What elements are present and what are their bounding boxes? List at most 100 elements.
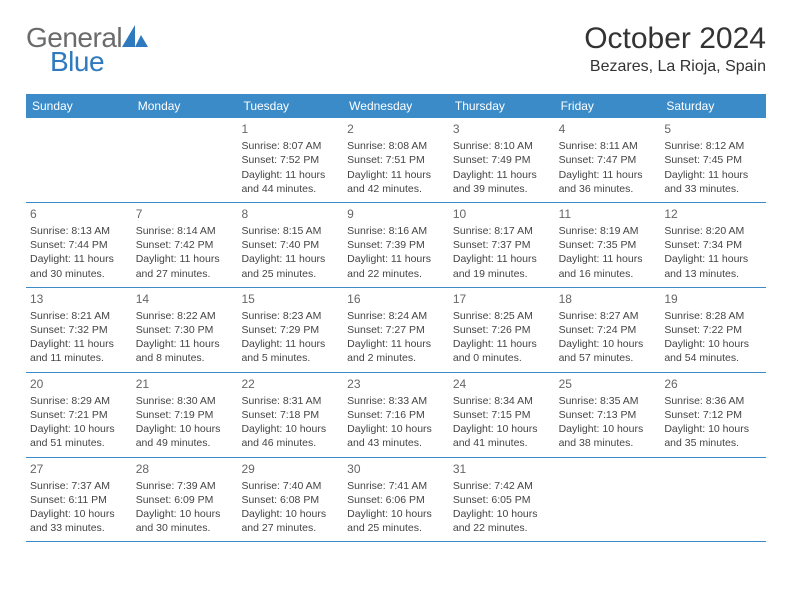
day-sunset: Sunset: 7:44 PM [30, 238, 128, 252]
day-sunset: Sunset: 7:45 PM [664, 153, 762, 167]
day-cell: 24Sunrise: 8:34 AMSunset: 7:15 PMDayligh… [449, 373, 555, 457]
day-daylight: Daylight: 11 hours and 44 minutes. [241, 168, 339, 196]
day-daylight: Daylight: 11 hours and 22 minutes. [347, 252, 445, 280]
day-daylight: Daylight: 10 hours and 22 minutes. [453, 507, 551, 535]
header: General Blue October 2024 Bezares, La Ri… [26, 22, 766, 78]
day-sunrise: Sunrise: 8:25 AM [453, 309, 551, 323]
day-number: 12 [664, 206, 762, 222]
day-cell: 10Sunrise: 8:17 AMSunset: 7:37 PMDayligh… [449, 203, 555, 287]
day-sunrise: Sunrise: 8:08 AM [347, 139, 445, 153]
day-sunset: Sunset: 7:52 PM [241, 153, 339, 167]
day-daylight: Daylight: 11 hours and 2 minutes. [347, 337, 445, 365]
day-daylight: Daylight: 11 hours and 13 minutes. [664, 252, 762, 280]
week-row: 13Sunrise: 8:21 AMSunset: 7:32 PMDayligh… [26, 288, 766, 373]
day-cell [132, 118, 238, 202]
day-sunrise: Sunrise: 8:30 AM [136, 394, 234, 408]
day-number: 29 [241, 461, 339, 477]
location: Bezares, La Rioja, Spain [584, 58, 766, 76]
day-number: 5 [664, 121, 762, 137]
day-header-sunday: Sunday [26, 94, 132, 118]
day-cell: 12Sunrise: 8:20 AMSunset: 7:34 PMDayligh… [660, 203, 766, 287]
day-sunset: Sunset: 7:27 PM [347, 323, 445, 337]
day-sunrise: Sunrise: 8:16 AM [347, 224, 445, 238]
day-daylight: Daylight: 11 hours and 33 minutes. [664, 168, 762, 196]
week-row: 20Sunrise: 8:29 AMSunset: 7:21 PMDayligh… [26, 373, 766, 458]
day-daylight: Daylight: 11 hours and 8 minutes. [136, 337, 234, 365]
day-daylight: Daylight: 10 hours and 27 minutes. [241, 507, 339, 535]
day-daylight: Daylight: 11 hours and 16 minutes. [559, 252, 657, 280]
day-cell: 21Sunrise: 8:30 AMSunset: 7:19 PMDayligh… [132, 373, 238, 457]
day-sunset: Sunset: 7:42 PM [136, 238, 234, 252]
day-sunrise: Sunrise: 8:33 AM [347, 394, 445, 408]
day-sunrise: Sunrise: 8:29 AM [30, 394, 128, 408]
day-number: 7 [136, 206, 234, 222]
day-sunrise: Sunrise: 8:20 AM [664, 224, 762, 238]
day-number: 11 [559, 206, 657, 222]
day-daylight: Daylight: 10 hours and 35 minutes. [664, 422, 762, 450]
day-cell: 19Sunrise: 8:28 AMSunset: 7:22 PMDayligh… [660, 288, 766, 372]
day-sunrise: Sunrise: 8:10 AM [453, 139, 551, 153]
day-cell: 13Sunrise: 8:21 AMSunset: 7:32 PMDayligh… [26, 288, 132, 372]
day-sunrise: Sunrise: 7:42 AM [453, 479, 551, 493]
day-number: 9 [347, 206, 445, 222]
day-cell [555, 458, 661, 542]
day-sunrise: Sunrise: 8:31 AM [241, 394, 339, 408]
day-sunset: Sunset: 7:24 PM [559, 323, 657, 337]
brand-triangle-icon [122, 25, 148, 47]
day-number: 23 [347, 376, 445, 392]
day-daylight: Daylight: 10 hours and 46 minutes. [241, 422, 339, 450]
day-header-tuesday: Tuesday [237, 94, 343, 118]
day-number: 3 [453, 121, 551, 137]
day-sunrise: Sunrise: 7:37 AM [30, 479, 128, 493]
day-number: 30 [347, 461, 445, 477]
day-number: 6 [30, 206, 128, 222]
day-headers-row: Sunday Monday Tuesday Wednesday Thursday… [26, 94, 766, 118]
day-number: 25 [559, 376, 657, 392]
day-cell: 31Sunrise: 7:42 AMSunset: 6:05 PMDayligh… [449, 458, 555, 542]
day-cell: 17Sunrise: 8:25 AMSunset: 7:26 PMDayligh… [449, 288, 555, 372]
day-sunrise: Sunrise: 8:15 AM [241, 224, 339, 238]
day-daylight: Daylight: 10 hours and 38 minutes. [559, 422, 657, 450]
day-sunset: Sunset: 7:39 PM [347, 238, 445, 252]
day-sunset: Sunset: 7:16 PM [347, 408, 445, 422]
day-sunrise: Sunrise: 7:39 AM [136, 479, 234, 493]
day-cell: 1Sunrise: 8:07 AMSunset: 7:52 PMDaylight… [237, 118, 343, 202]
day-sunset: Sunset: 6:05 PM [453, 493, 551, 507]
day-number: 22 [241, 376, 339, 392]
day-cell: 23Sunrise: 8:33 AMSunset: 7:16 PMDayligh… [343, 373, 449, 457]
day-number: 2 [347, 121, 445, 137]
day-daylight: Daylight: 11 hours and 0 minutes. [453, 337, 551, 365]
day-daylight: Daylight: 11 hours and 39 minutes. [453, 168, 551, 196]
day-sunset: Sunset: 7:49 PM [453, 153, 551, 167]
day-sunrise: Sunrise: 8:22 AM [136, 309, 234, 323]
day-cell: 11Sunrise: 8:19 AMSunset: 7:35 PMDayligh… [555, 203, 661, 287]
day-number: 24 [453, 376, 551, 392]
day-sunset: Sunset: 7:18 PM [241, 408, 339, 422]
day-sunset: Sunset: 7:37 PM [453, 238, 551, 252]
day-sunrise: Sunrise: 8:12 AM [664, 139, 762, 153]
day-sunrise: Sunrise: 8:13 AM [30, 224, 128, 238]
day-sunset: Sunset: 7:19 PM [136, 408, 234, 422]
day-cell [26, 118, 132, 202]
brand-name-blue: Blue [50, 46, 148, 78]
day-sunset: Sunset: 6:09 PM [136, 493, 234, 507]
day-sunset: Sunset: 7:29 PM [241, 323, 339, 337]
day-cell: 28Sunrise: 7:39 AMSunset: 6:09 PMDayligh… [132, 458, 238, 542]
day-sunrise: Sunrise: 8:28 AM [664, 309, 762, 323]
day-cell: 15Sunrise: 8:23 AMSunset: 7:29 PMDayligh… [237, 288, 343, 372]
day-sunrise: Sunrise: 8:34 AM [453, 394, 551, 408]
day-daylight: Daylight: 10 hours and 41 minutes. [453, 422, 551, 450]
week-row: 1Sunrise: 8:07 AMSunset: 7:52 PMDaylight… [26, 118, 766, 203]
day-sunrise: Sunrise: 8:19 AM [559, 224, 657, 238]
day-header-thursday: Thursday [449, 94, 555, 118]
day-number: 15 [241, 291, 339, 307]
day-number: 20 [30, 376, 128, 392]
day-cell: 5 Sunrise: 8:12 AMSunset: 7:45 PMDaylight… [660, 118, 766, 202]
day-sunrise: Sunrise: 8:11 AM [559, 139, 657, 153]
day-sunrise: Sunrise: 7:40 AM [241, 479, 339, 493]
day-cell: 18Sunrise: 8:27 AMSunset: 7:24 PMDayligh… [555, 288, 661, 372]
day-cell: 7Sunrise: 8:14 AMSunset: 7:42 PMDaylight… [132, 203, 238, 287]
day-number: 10 [453, 206, 551, 222]
day-cell: 8Sunrise: 8:15 AMSunset: 7:40 PMDaylight… [237, 203, 343, 287]
day-cell: 2Sunrise: 8:08 AMSunset: 7:51 PMDaylight… [343, 118, 449, 202]
